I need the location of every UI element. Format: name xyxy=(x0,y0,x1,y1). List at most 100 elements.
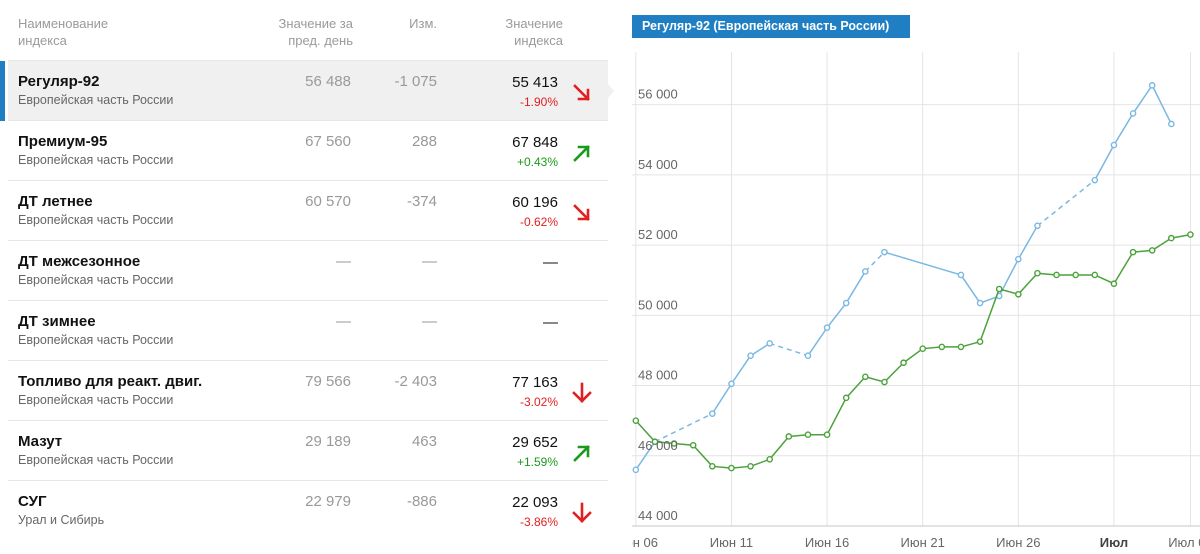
header-change: Изм. xyxy=(409,16,437,31)
series-segment xyxy=(826,397,847,436)
index-region: Европейская часть России xyxy=(18,333,174,347)
table-row[interactable]: ДТ зимнее Европейская часть России — — — xyxy=(8,300,608,360)
data-point xyxy=(689,441,697,449)
index-name: Топливо для реакт. двиг. xyxy=(18,373,203,390)
x-tick-label: Июн 26 xyxy=(996,535,1040,550)
index-region: Европейская часть России xyxy=(18,93,174,107)
header-prev-value: Значение за пред. день xyxy=(278,16,353,48)
change-percent: -1.90% xyxy=(519,95,558,109)
index-name: ДТ межсезонное xyxy=(18,253,141,270)
series-segment xyxy=(1113,251,1134,285)
series-segment xyxy=(730,355,752,385)
index-name: ДТ летнее xyxy=(18,193,93,210)
table-row[interactable]: СУГ Урал и Сибирь 22 979 -886 22 093 -3.86% xyxy=(8,480,608,540)
price-chart[interactable]: 44 000 46 000 48 000 50 000 52 000 54 000 56 0… xyxy=(632,52,1200,554)
data-point xyxy=(785,433,793,440)
prev-value: 67 560 xyxy=(305,133,351,150)
data-point xyxy=(728,380,735,388)
table-row[interactable]: Мазут Европейская часть России 29 189 463 29… xyxy=(8,420,608,480)
series-segment xyxy=(769,435,790,460)
change-percent: +1.59% xyxy=(516,455,558,469)
data-point xyxy=(1034,222,1041,230)
data-point xyxy=(632,417,640,424)
data-point xyxy=(995,285,1003,293)
table-row[interactable]: Регуляр-92 Европейская часть России 56 488… xyxy=(0,60,614,121)
table-row[interactable]: Топливо для реакт. двиг. Европейская част… xyxy=(8,360,608,420)
x-tick-label: Июн 11 xyxy=(710,535,753,550)
series-segment xyxy=(903,348,924,364)
series-segment xyxy=(711,383,733,415)
data-point xyxy=(842,394,850,402)
arrow-down-icon xyxy=(572,382,592,403)
data-point xyxy=(1168,234,1175,242)
series-segment xyxy=(998,288,1019,295)
prev-value: 56 488 xyxy=(305,73,351,90)
series-segment xyxy=(1151,85,1172,125)
prev-value: 22 979 xyxy=(305,493,351,510)
data-point xyxy=(766,340,773,347)
index-value: 22 093 xyxy=(512,494,558,511)
data-point xyxy=(804,431,812,439)
y-tick-label: 46 000 xyxy=(638,438,678,453)
series-segment xyxy=(845,271,866,304)
index-region: Европейская часть России xyxy=(18,393,174,407)
arrow-up-right-icon xyxy=(573,145,590,162)
change-value: 288 xyxy=(411,133,437,150)
data-point xyxy=(976,338,984,345)
series-segment xyxy=(1017,225,1039,260)
data-point xyxy=(1110,280,1118,288)
series-segment xyxy=(1036,179,1096,227)
index-name: ДТ зимнее xyxy=(18,313,96,330)
arrow-down-right-icon xyxy=(573,204,590,221)
data-point xyxy=(862,373,869,381)
data-point xyxy=(1187,231,1194,238)
table-row[interactable]: ДТ летнее Европейская часть России 60 570 -… xyxy=(8,180,608,240)
table-row[interactable]: Премиум-95 Европейская часть России 67 560… xyxy=(8,120,608,180)
data-point xyxy=(670,440,678,447)
x-tick-label: Июл 06 xyxy=(1168,535,1200,550)
index-name: Премиум-95 xyxy=(18,133,108,150)
series-segment xyxy=(1094,144,1115,181)
index-name: СУГ xyxy=(18,493,47,510)
index-value: 55 413 xyxy=(512,74,558,91)
series-segment xyxy=(864,251,885,272)
header-name: Наименование индекса xyxy=(18,16,109,48)
index-region: Европейская часть России xyxy=(18,213,174,227)
data-point xyxy=(804,352,812,360)
data-point xyxy=(1015,290,1022,298)
series-segment xyxy=(884,251,962,276)
data-point xyxy=(728,464,735,472)
series-segment xyxy=(1113,113,1134,146)
index-value: — xyxy=(543,254,558,271)
y-tick-label: 50 000 xyxy=(638,297,678,312)
series-segment xyxy=(979,288,1000,342)
series-segment xyxy=(960,274,981,304)
series-segment xyxy=(826,302,847,329)
series-segment xyxy=(960,340,981,348)
index-value: — xyxy=(543,314,558,331)
table-row[interactable]: ДТ межсезонное Европейская часть России — —… xyxy=(8,240,608,300)
table-header: Наименование индекса Значение за пред. ден… xyxy=(0,0,610,60)
data-point xyxy=(881,248,888,256)
change-percent: -3.86% xyxy=(519,515,558,529)
index-name: Регуляр-92 xyxy=(18,73,100,90)
index-table: Наименование индекса Значение за пред. ден… xyxy=(0,0,614,540)
series-segment xyxy=(654,412,713,443)
series-segment xyxy=(845,376,866,399)
x-tick-label: Июн 16 xyxy=(805,535,849,550)
series-segment xyxy=(635,441,656,471)
data-point xyxy=(747,463,754,470)
data-point xyxy=(1053,271,1060,279)
series-segment xyxy=(807,327,828,357)
data-point xyxy=(957,343,965,351)
index-region: Европейская часть России xyxy=(18,453,174,467)
selection-pointer xyxy=(608,84,614,98)
data-point xyxy=(1015,255,1022,263)
data-point xyxy=(1168,120,1175,128)
data-point xyxy=(1072,271,1079,279)
data-point xyxy=(1148,247,1156,254)
index-value: 29 652 xyxy=(512,434,558,451)
index-region: Европейская часть России xyxy=(18,273,174,287)
arrow-down-right-icon xyxy=(573,84,590,101)
data-point xyxy=(862,268,869,275)
